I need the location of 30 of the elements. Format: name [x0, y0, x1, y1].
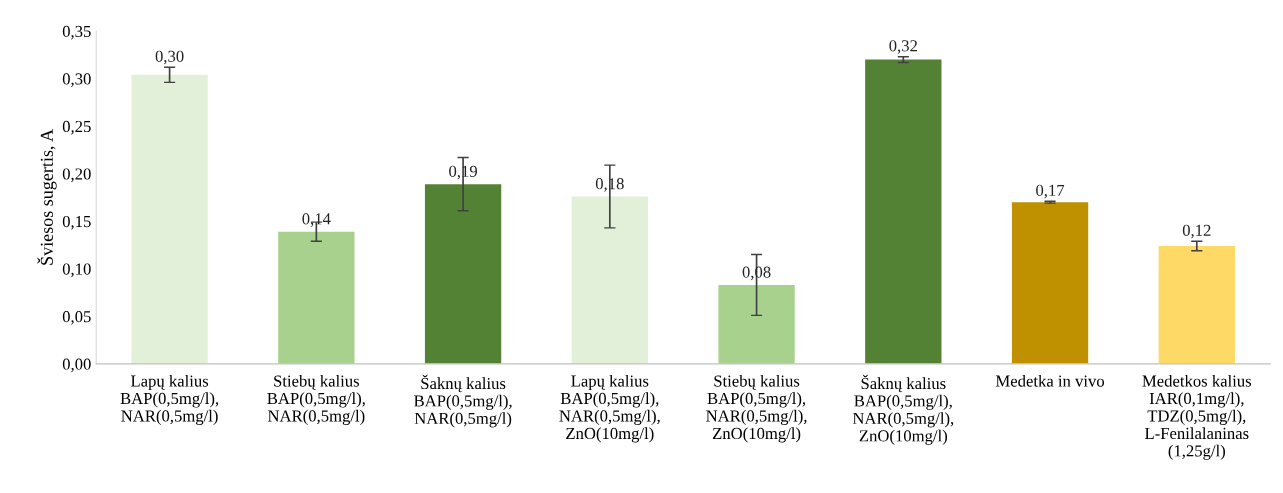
bar	[718, 284, 795, 364]
y-tick-label: 0,35	[62, 25, 91, 40]
y-tick-label: 0,10	[62, 263, 91, 278]
x-tick-label: Medetka in vivo	[995, 374, 1105, 387]
bar	[865, 59, 942, 364]
bar	[1158, 245, 1235, 364]
bar	[1011, 202, 1089, 364]
bar	[571, 196, 648, 364]
y-tick-label: 0,15	[62, 215, 91, 230]
data-label: 0,32	[889, 40, 917, 54]
y-tick-label: 0,00	[62, 358, 91, 373]
bar	[424, 184, 502, 364]
bar	[278, 231, 355, 364]
data-label: 0,14	[302, 213, 331, 227]
y-tick-label: 0,05	[62, 310, 91, 325]
x-tick-label: Medetkos kalius IAR(0,1mg/l), TDZ(0,5mg/l), L-Fenilalaninas (1,25g/l)	[1142, 374, 1252, 460]
y-axis-title: Šviesos sugertis, A	[37, 129, 57, 265]
x-tick-label: Lapų kalius BAP(0,5mg/l), NAR(0,5mg/l)	[120, 374, 219, 426]
x-tick-label: Šaknų kalius BAP(0,5mg/l), NAR(0,5mg/l), ZnO(10mg/l)	[852, 374, 954, 445]
x-tick-label: Lapų kalius BAP(0,5mg/l), NAR(0,5mg/l), ZnO(10mg/l)	[559, 374, 660, 443]
data-label: 0,30	[155, 50, 184, 65]
y-tick-label: 0,20	[62, 168, 91, 183]
x-tick-label: Stiebų kalius BAP(0,5mg/l), NAR(0,5mg/l), ZnO(10mg/l)	[706, 374, 807, 443]
y-tick-label: 0,30	[62, 73, 91, 87]
x-tick-label: Stiebų kalius BAP(0,5mg/l), NAR(0,5mg/l)	[267, 374, 365, 426]
x-tick-label: Šaknų kalius BAP(0,5mg/l), NAR(0,5mg/l)	[414, 374, 512, 428]
data-label: 0,12	[1182, 224, 1211, 239]
bar	[131, 74, 208, 364]
data-label: 0,17	[1036, 184, 1065, 199]
y-tick-label: 0,25	[62, 120, 91, 135]
